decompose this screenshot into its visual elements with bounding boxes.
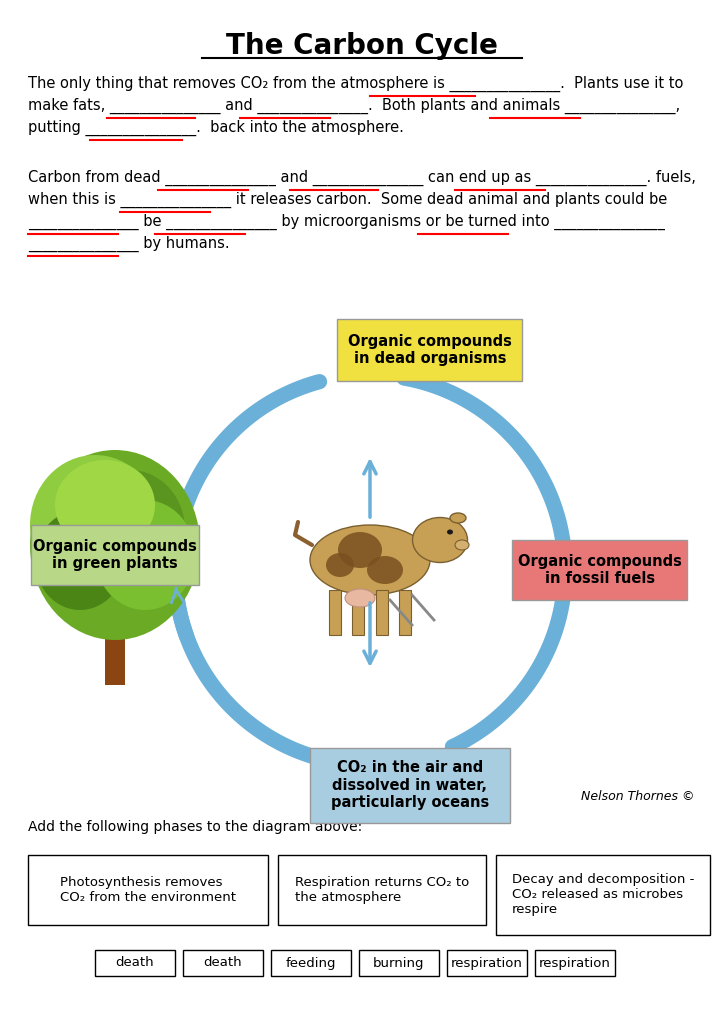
- FancyBboxPatch shape: [513, 540, 687, 600]
- Text: Organic compounds
in fossil fuels: Organic compounds in fossil fuels: [518, 554, 682, 586]
- FancyBboxPatch shape: [278, 855, 486, 925]
- FancyBboxPatch shape: [447, 950, 527, 976]
- Text: putting _______________.  back into the atmosphere.: putting _______________. back into the a…: [28, 120, 404, 136]
- Text: Photosynthesis removes
CO₂ from the environment: Photosynthesis removes CO₂ from the envi…: [60, 876, 236, 904]
- Text: respiration: respiration: [539, 956, 611, 970]
- Text: make fats, _______________ and _______________.  Both plants and animals _______: make fats, _______________ and _________…: [28, 98, 680, 115]
- Bar: [376, 590, 388, 635]
- Ellipse shape: [35, 510, 125, 610]
- Ellipse shape: [326, 553, 354, 577]
- Ellipse shape: [95, 500, 195, 610]
- Text: The Carbon Cycle: The Carbon Cycle: [226, 32, 498, 60]
- Ellipse shape: [367, 556, 403, 584]
- Bar: [105, 625, 125, 685]
- Text: _______________ be _______________ by microorganisms or be turned into _________: _______________ be _______________ by mi…: [28, 214, 665, 230]
- FancyBboxPatch shape: [95, 950, 175, 976]
- FancyBboxPatch shape: [535, 950, 615, 976]
- FancyBboxPatch shape: [28, 855, 268, 925]
- Ellipse shape: [30, 450, 200, 640]
- Text: Carbon from dead _______________ and _______________ can end up as _____________: Carbon from dead _______________ and ___…: [28, 170, 696, 186]
- Text: Add the following phases to the diagram above:: Add the following phases to the diagram …: [28, 820, 362, 834]
- Bar: [399, 590, 411, 635]
- Ellipse shape: [455, 540, 469, 550]
- Ellipse shape: [75, 470, 185, 590]
- FancyBboxPatch shape: [271, 950, 351, 976]
- Bar: [352, 590, 364, 635]
- Text: burning: burning: [373, 956, 425, 970]
- Ellipse shape: [310, 525, 430, 595]
- Text: death: death: [116, 956, 154, 970]
- Text: CO₂ in the air and
dissolved in water,
particularly oceans: CO₂ in the air and dissolved in water, p…: [331, 760, 489, 810]
- FancyBboxPatch shape: [359, 950, 439, 976]
- FancyBboxPatch shape: [310, 748, 510, 822]
- FancyBboxPatch shape: [183, 950, 263, 976]
- FancyBboxPatch shape: [338, 319, 523, 381]
- Text: death: death: [204, 956, 242, 970]
- Bar: [329, 590, 341, 635]
- Ellipse shape: [345, 589, 375, 607]
- Ellipse shape: [338, 532, 382, 568]
- FancyBboxPatch shape: [31, 525, 199, 585]
- Ellipse shape: [447, 529, 453, 535]
- Text: when this is _______________ it releases carbon.  Some dead animal and plants co: when this is _______________ it releases…: [28, 193, 667, 208]
- Text: _______________ by humans.: _______________ by humans.: [28, 236, 230, 252]
- Text: Nelson Thornes ©: Nelson Thornes ©: [581, 790, 695, 803]
- Text: respiration: respiration: [451, 956, 523, 970]
- Ellipse shape: [450, 513, 466, 523]
- Text: Organic compounds
in green plants: Organic compounds in green plants: [33, 539, 197, 571]
- FancyBboxPatch shape: [496, 855, 710, 935]
- Text: Decay and decomposition -
CO₂ released as microbes
respire: Decay and decomposition - CO₂ released a…: [512, 873, 694, 916]
- Text: The only thing that removes CO₂ from the atmosphere is _______________.  Plants : The only thing that removes CO₂ from the…: [28, 76, 684, 92]
- Ellipse shape: [30, 455, 160, 595]
- Text: Organic compounds
in dead organisms: Organic compounds in dead organisms: [348, 334, 512, 367]
- Ellipse shape: [413, 517, 468, 562]
- Text: Respiration returns CO₂ to
the atmosphere: Respiration returns CO₂ to the atmospher…: [295, 876, 469, 904]
- Ellipse shape: [55, 460, 155, 550]
- Polygon shape: [415, 525, 425, 555]
- Text: feeding: feeding: [286, 956, 336, 970]
